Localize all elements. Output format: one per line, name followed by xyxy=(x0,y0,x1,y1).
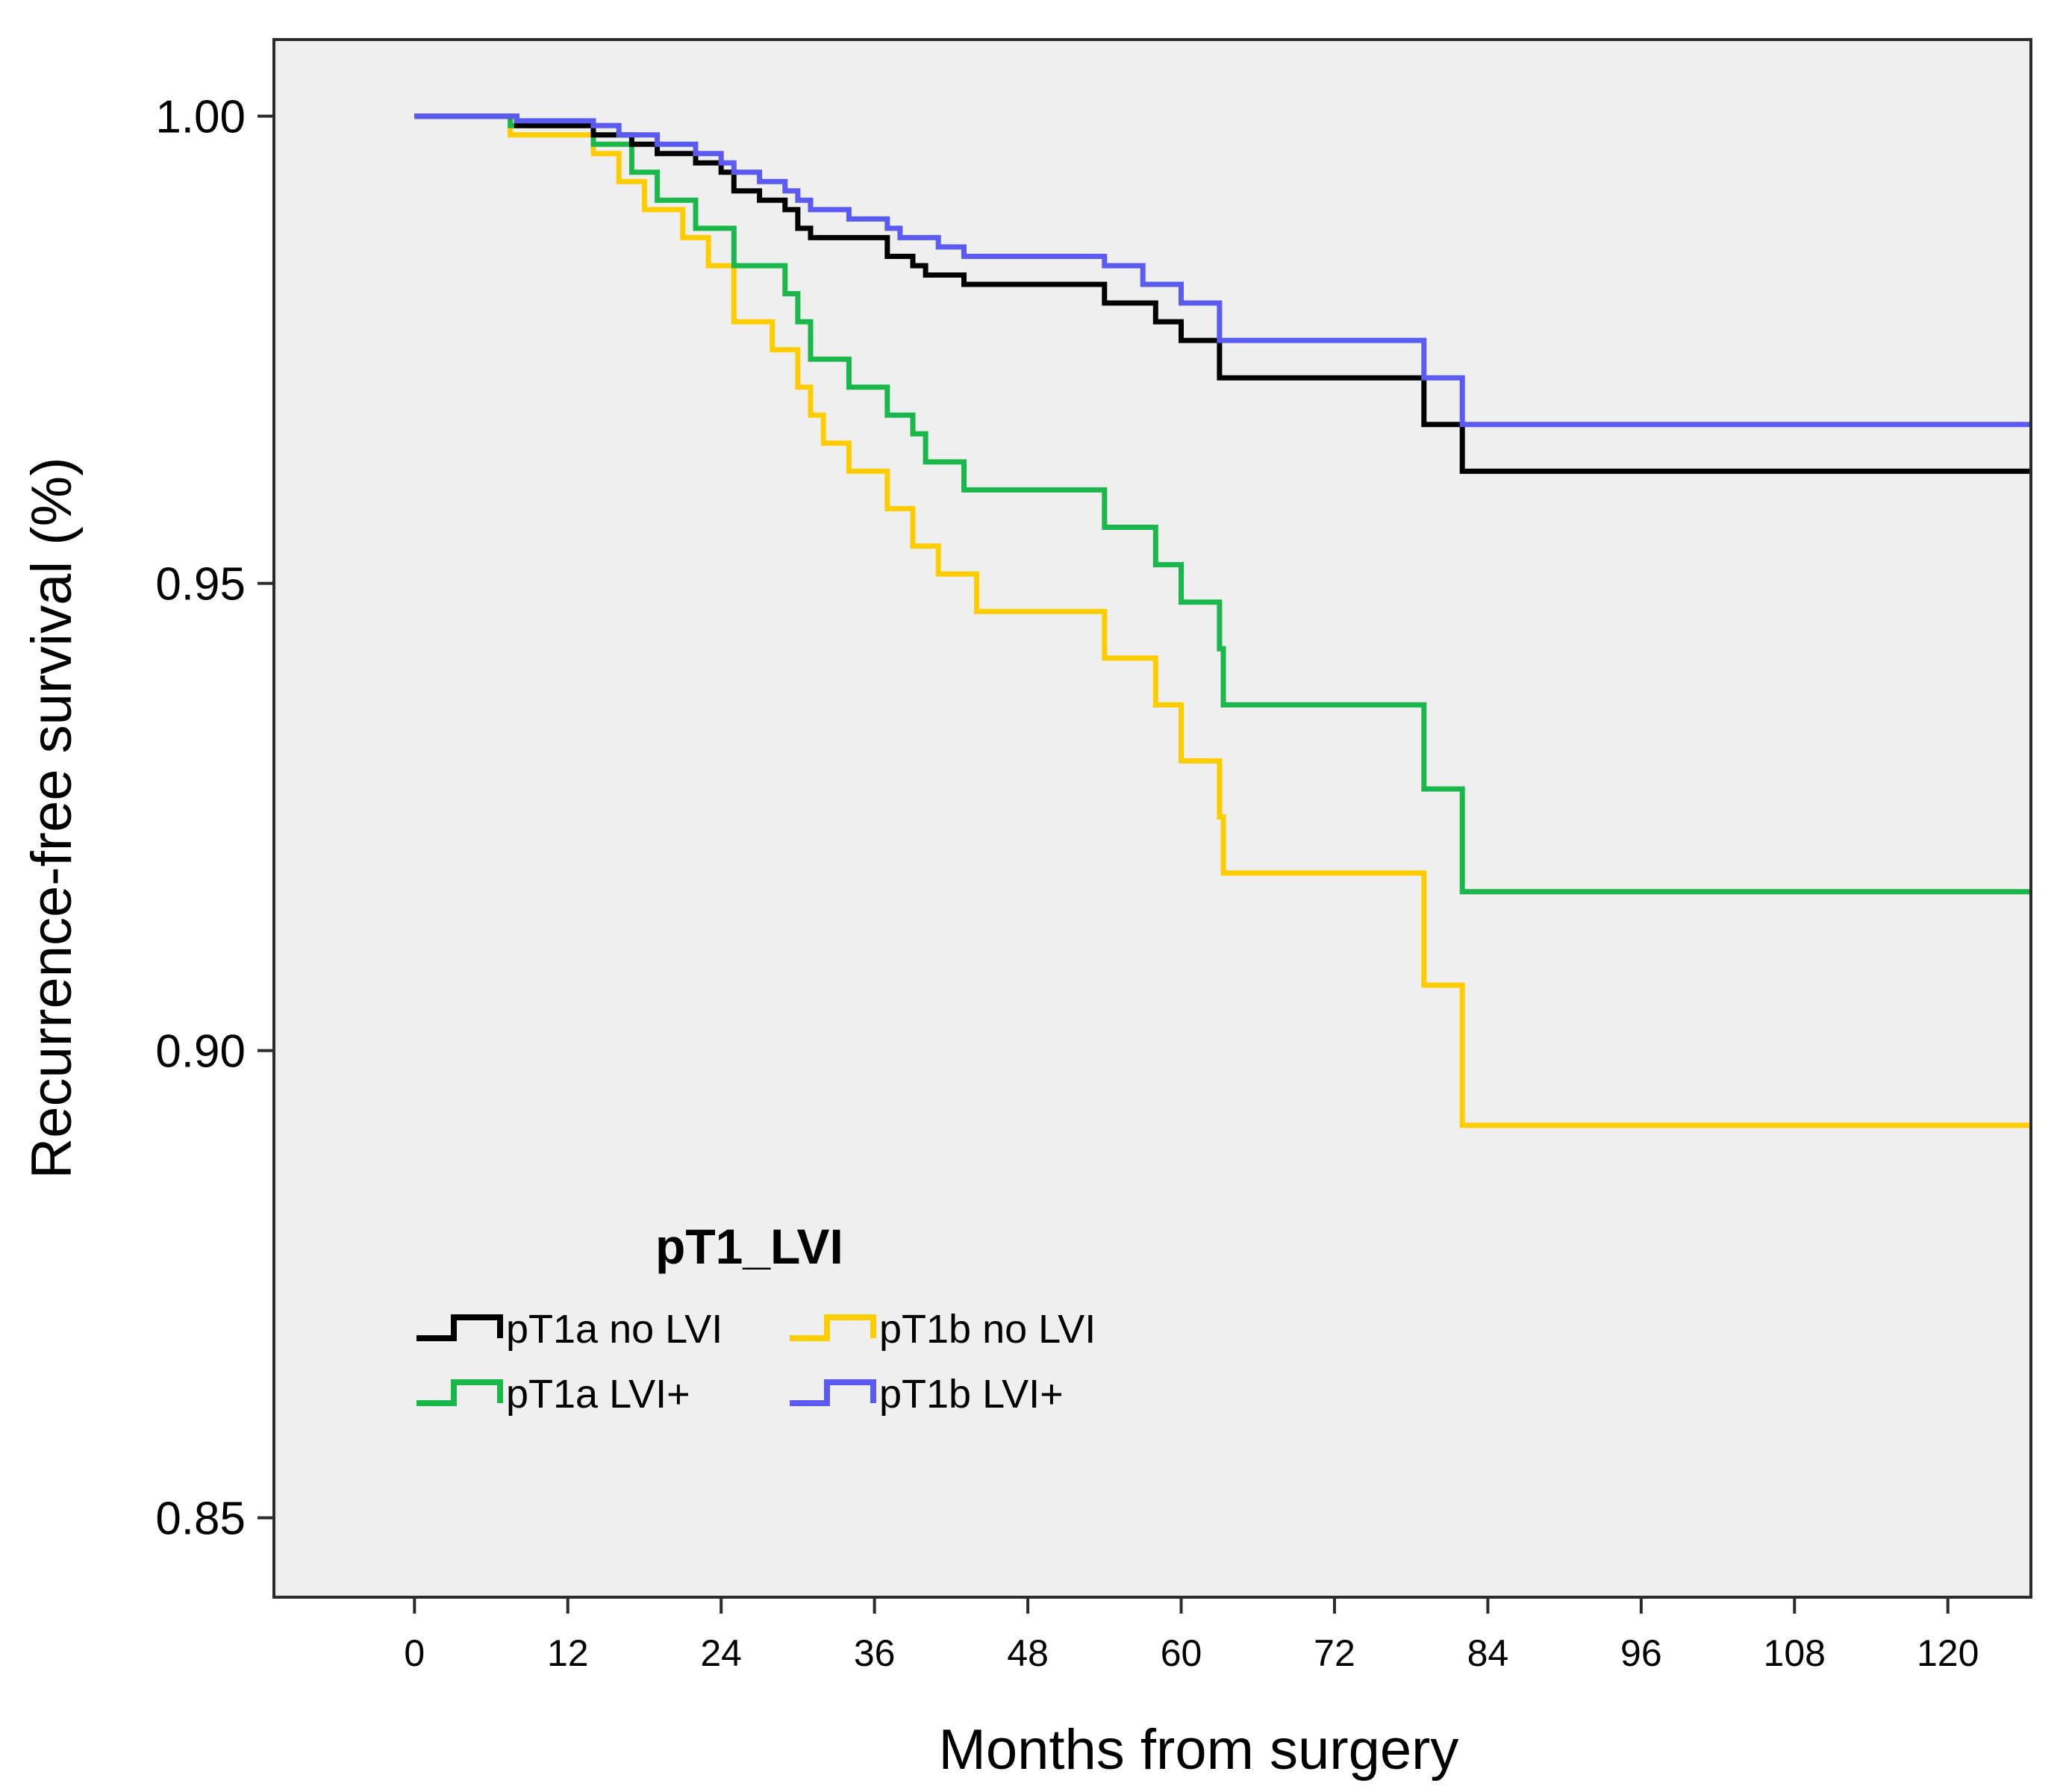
legend-title: pT1_LVI xyxy=(655,1219,843,1274)
legend-swatch xyxy=(790,1379,876,1406)
x-tick-label: 48 xyxy=(1007,1632,1049,1674)
legend-swatch xyxy=(790,1314,876,1341)
x-tick-label: 60 xyxy=(1161,1632,1202,1674)
legend-label: pT1a no LVI xyxy=(506,1307,722,1352)
plot-background xyxy=(274,40,2031,1597)
x-tick-label: 84 xyxy=(1467,1632,1509,1674)
legend-swatch xyxy=(416,1379,503,1406)
legend-entry-pt1a-lvi: pT1a LVI+ xyxy=(416,1372,690,1417)
plot-frame xyxy=(272,38,2032,1599)
legend-label: pT1b no LVI xyxy=(879,1307,1096,1352)
series-layer xyxy=(414,113,2031,1128)
legend-entry-pt1a-no-lvi: pT1a no LVI xyxy=(416,1307,722,1352)
x-tick-label: 72 xyxy=(1314,1632,1355,1674)
x-tick-label: 120 xyxy=(1917,1632,1979,1674)
legend-label: pT1a LVI+ xyxy=(506,1372,690,1417)
y-axis-title: Recurrence-free survival (%) xyxy=(20,457,84,1178)
y-tick-label: 0.90 xyxy=(155,1026,246,1078)
x-tick-label: 36 xyxy=(854,1632,896,1674)
x-tick-label: 96 xyxy=(1620,1632,1662,1674)
legend-entry-pt1b-lvi: pT1b LVI+ xyxy=(790,1372,1064,1417)
y-tick-label: 0.95 xyxy=(155,559,246,611)
legend-label: pT1b LVI+ xyxy=(879,1372,1064,1417)
x-axis-title: Months from surgery xyxy=(939,1718,1459,1782)
series-line-pt1b-no-lvi xyxy=(414,113,2031,1128)
x-axis: 0 12 24 36 48 60 72 84 96 108 120 xyxy=(404,1597,1979,1674)
series-line-pt1a-lvi xyxy=(414,113,2031,895)
y-tick-label: 1.00 xyxy=(155,92,246,143)
x-tick-label: 0 xyxy=(404,1632,425,1674)
x-tick-label: 108 xyxy=(1764,1632,1826,1674)
series-line-pt1b-lvi xyxy=(414,113,2031,428)
legend-entries: pT1a no LVI pT1b no LVI pT1a LVI+ pT1b LVI+ xyxy=(416,1307,1096,1417)
y-tick-label: 0.85 xyxy=(155,1493,246,1545)
legend-swatch xyxy=(416,1314,503,1341)
x-tick-label: 24 xyxy=(700,1632,742,1674)
x-tick-label: 12 xyxy=(547,1632,589,1674)
y-axis: 1.00 0.95 0.90 0.85 xyxy=(155,92,274,1545)
legend-entry-pt1b-no-lvi: pT1b no LVI xyxy=(790,1307,1096,1352)
